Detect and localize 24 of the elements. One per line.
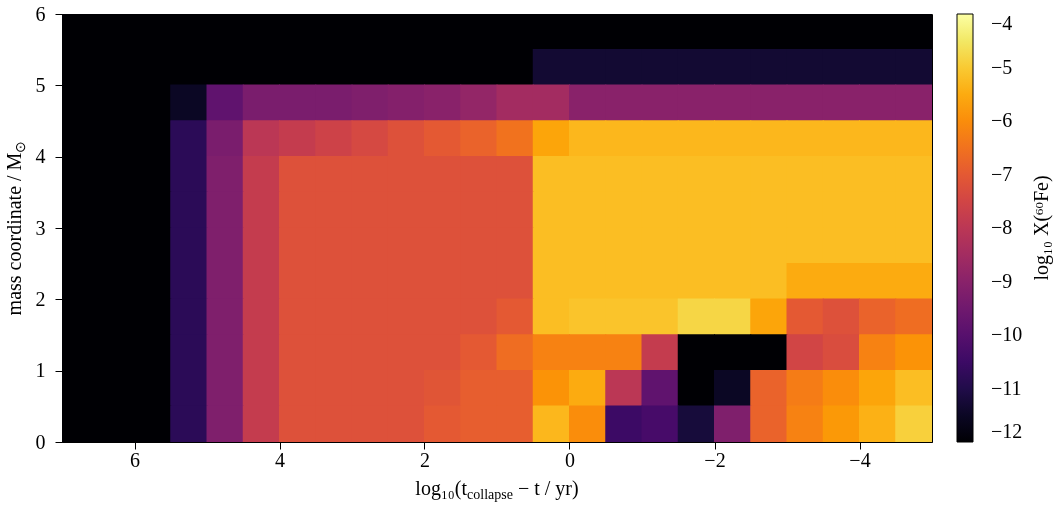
color-bar-label: −12: [991, 420, 1023, 442]
x-tick-label: −2: [704, 448, 726, 471]
color-bar-label: −10: [991, 323, 1023, 345]
y-tick-label: 4: [35, 145, 46, 168]
color-bar-label: −5: [991, 55, 1013, 78]
y-tick-label: 1: [35, 359, 46, 382]
color-bar-label: −6: [991, 109, 1013, 131]
y-tick-label: 2: [35, 287, 46, 310]
x-tick-label: 0: [565, 448, 575, 471]
color-bar-label: −7: [991, 162, 1013, 185]
x-tick-label: 4: [275, 448, 285, 471]
color-bar-title: log₁₀ X(⁶⁰Fe): [1030, 175, 1052, 281]
y-tick-label: 6: [35, 2, 46, 25]
x-axis-title: log₁₀(t$_{collapse}$ − t / yr): [415, 477, 579, 503]
x-tick-label: 6: [130, 448, 140, 471]
color-bar-label: −9: [991, 269, 1013, 292]
color-bar-label: −4: [991, 12, 1013, 34]
y-tick-label: 5: [35, 73, 46, 96]
color-bar-label: −8: [991, 216, 1013, 238]
y-tick-label: 3: [35, 216, 46, 239]
y-tick-label: 0: [35, 430, 46, 453]
color-bar-label: −11: [991, 376, 1022, 399]
x-tick-label: 2: [420, 448, 430, 471]
x-tick-label: −4: [849, 448, 871, 471]
